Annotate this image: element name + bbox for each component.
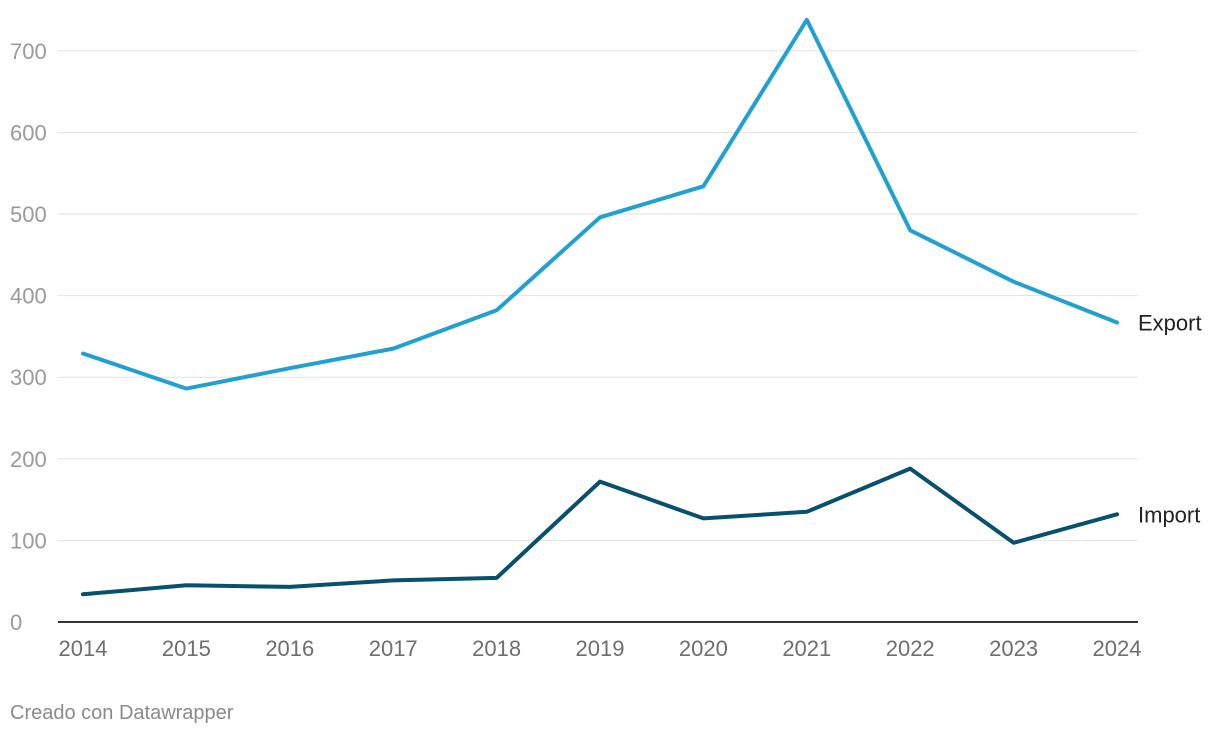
x-tick-label: 2020 bbox=[679, 636, 728, 661]
y-tick-label: 700 bbox=[10, 39, 47, 64]
credit-text: Creado con Datawrapper bbox=[10, 702, 234, 724]
y-axis-ticks: 0 100 200 300 400 500 600 700 bbox=[10, 39, 47, 635]
x-tick-label: 2018 bbox=[472, 636, 521, 661]
y-tick-label: 600 bbox=[10, 120, 47, 145]
series-labels: Export Import bbox=[1138, 311, 1202, 528]
x-tick-label: 2015 bbox=[162, 636, 211, 661]
series-lines bbox=[81, 17, 1119, 597]
series-label-export: Export bbox=[1138, 311, 1202, 336]
x-tick-label: 2016 bbox=[265, 636, 314, 661]
y-tick-label: 400 bbox=[10, 284, 47, 309]
x-tick-label: 2014 bbox=[59, 636, 108, 661]
gridlines bbox=[58, 50, 1138, 623]
y-tick-label: 300 bbox=[10, 365, 47, 390]
y-tick-label: 0 bbox=[10, 610, 22, 635]
x-tick-label: 2021 bbox=[782, 636, 831, 661]
x-tick-label: 2024 bbox=[1093, 636, 1142, 661]
x-tick-label: 2023 bbox=[989, 636, 1038, 661]
y-tick-label: 200 bbox=[10, 447, 47, 472]
y-tick-label: 100 bbox=[10, 528, 47, 553]
x-tick-label: 2017 bbox=[369, 636, 418, 661]
x-tick-label: 2022 bbox=[886, 636, 935, 661]
y-tick-label: 500 bbox=[10, 202, 47, 227]
series-line-export bbox=[81, 17, 1119, 391]
x-axis-ticks: 2014 2015 2016 2017 2018 2019 2020 2021 2022 2023… bbox=[59, 636, 1142, 661]
series-label-import: Import bbox=[1138, 502, 1200, 527]
series-line-import bbox=[81, 466, 1119, 597]
x-tick-label: 2019 bbox=[576, 636, 625, 661]
